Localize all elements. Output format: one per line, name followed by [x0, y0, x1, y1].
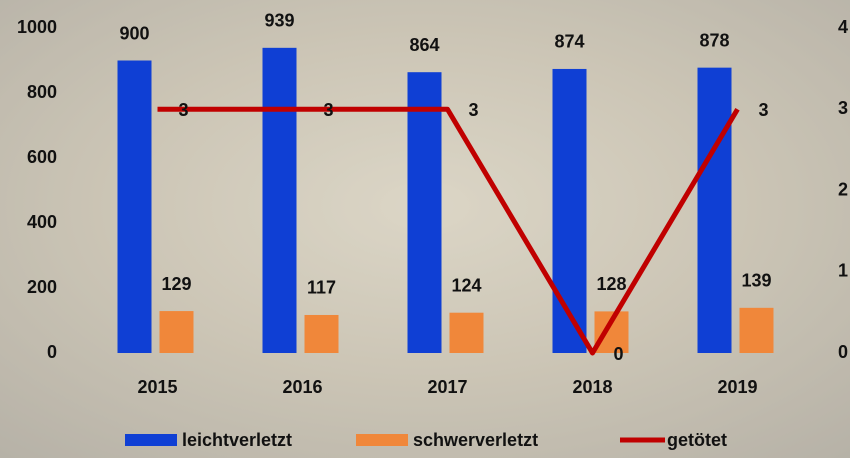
- y-tick-label: 600: [27, 147, 57, 167]
- y-tick-label: 400: [27, 212, 57, 232]
- data-label: 878: [699, 30, 729, 50]
- x-tick-label: 2016: [282, 377, 322, 397]
- x-tick-label: 2017: [427, 377, 467, 397]
- legend-swatch: [356, 434, 408, 446]
- y2-tick-label: 1: [838, 261, 848, 281]
- data-label: 864: [409, 35, 439, 55]
- data-label: 0: [613, 344, 623, 364]
- data-label: 3: [323, 100, 333, 120]
- bar: [552, 68, 587, 353]
- x-tick-label: 2018: [572, 377, 612, 397]
- legend-swatch: [125, 434, 177, 446]
- data-label: 3: [178, 100, 188, 120]
- legend-label: getötet: [667, 430, 727, 450]
- bar: [262, 47, 297, 353]
- legend-label: schwerverletzt: [413, 430, 538, 450]
- bar: [159, 311, 194, 353]
- data-label: 3: [758, 100, 768, 120]
- y2-tick-label: 4: [838, 17, 848, 37]
- x-tick-label: 2019: [717, 377, 757, 397]
- data-label: 124: [451, 275, 481, 295]
- y2-tick-label: 3: [838, 98, 848, 118]
- data-label: 939: [264, 11, 294, 31]
- y-tick-label: 1000: [17, 17, 57, 37]
- data-label: 129: [161, 274, 191, 294]
- data-label: 128: [596, 274, 626, 294]
- bar: [407, 72, 442, 353]
- plot-area: 0 200 400 600 800 1000 0 1 2 3 4 2015 2016 2017 2018 20…: [17, 11, 848, 397]
- y-tick-label: 200: [27, 277, 57, 297]
- legend-label: leichtverletzt: [182, 430, 292, 450]
- y2-tick-label: 2: [838, 179, 848, 199]
- y-tick-label: 800: [27, 82, 57, 102]
- bar: [304, 314, 339, 353]
- data-label: 117: [307, 278, 336, 298]
- data-label: 3: [468, 100, 478, 120]
- data-label: 139: [741, 271, 771, 291]
- legend: leichtverletzt schwerverletzt getötet: [125, 430, 727, 450]
- bar: [739, 307, 774, 353]
- bar: [117, 60, 152, 353]
- data-label: 900: [119, 23, 149, 43]
- data-label: 874: [554, 32, 584, 52]
- x-tick-label: 2015: [137, 377, 177, 397]
- y2-tick-label: 0: [838, 342, 848, 362]
- y-tick-label: 0: [47, 342, 57, 362]
- line-series: [157, 106, 740, 356]
- bar: [449, 312, 484, 353]
- bar: [697, 67, 732, 354]
